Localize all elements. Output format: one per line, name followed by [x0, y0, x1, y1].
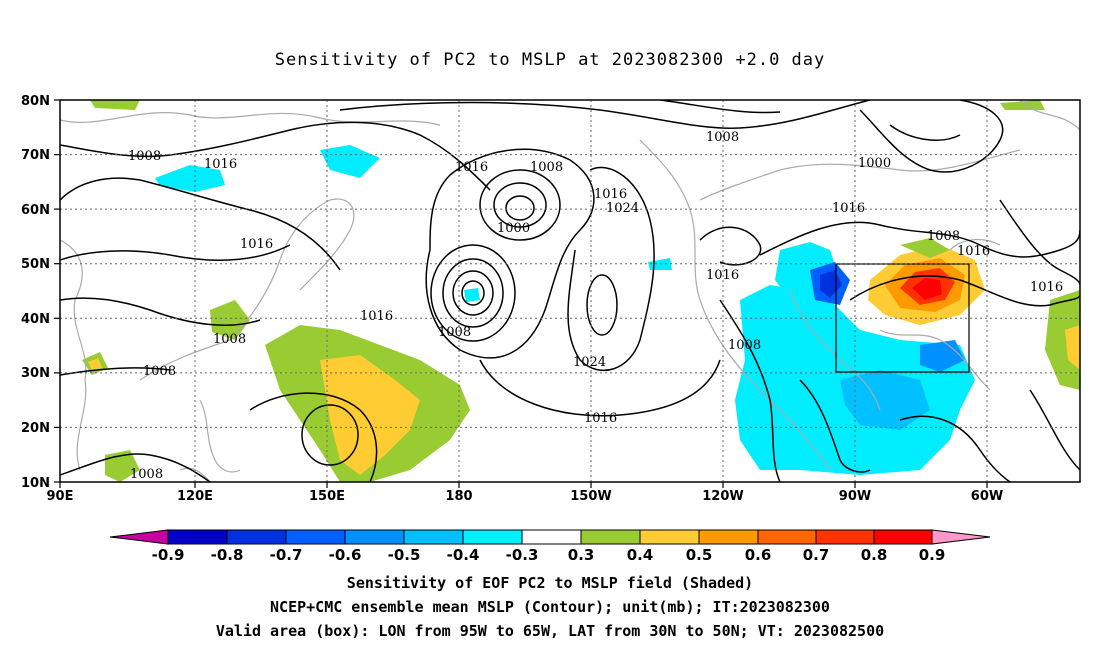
colorbar-tick-label: 0.9	[919, 546, 946, 564]
colorbar-swatch	[403, 529, 464, 545]
caption-line-3: Valid area (box): LON from 95W to 65W, L…	[215, 622, 885, 640]
lat-tick-label: 10N	[21, 476, 50, 491]
colorbar-tick-label: 0.3	[568, 546, 595, 564]
colorbar: -0.9 -0.8 -0.7 -0.6 -0.5 -0.4 -0.3 0.3 0…	[109, 529, 991, 564]
lon-tick-label: 150E	[309, 489, 345, 504]
lon-tick-label: 120W	[702, 489, 743, 504]
colorbar-low-arrow	[109, 529, 169, 545]
mslp-contours	[60, 100, 1080, 482]
contour-label: 1016	[240, 237, 273, 252]
colorbar-swatch	[815, 529, 875, 545]
contour-label: 1000	[497, 221, 530, 236]
colorbar-tick-label: -0.4	[447, 546, 480, 564]
negative-sensitivity-region	[155, 165, 225, 192]
contour-label: 1008	[128, 149, 161, 164]
contour-label: 1024	[606, 201, 639, 216]
negative-sensitivity-region	[320, 145, 380, 178]
lon-axis: 90E 120E 150E 180 150W 120W 90W 60W	[47, 482, 1003, 504]
contour-label: 1008	[927, 229, 960, 244]
contour-label: 1016	[360, 309, 393, 324]
colorbar-swatch	[285, 529, 346, 545]
lat-axis: 80N 70N 60N 50N 40N 30N 20N 10N	[21, 94, 60, 491]
contour-label: 1016	[706, 268, 739, 283]
contour-label: 1000	[858, 156, 891, 171]
lat-tick-label: 70N	[21, 148, 50, 163]
contour-labels: 1008 1016 1008 1016 1016 1008 1000 1016 …	[128, 130, 1063, 482]
lon-tick-label: 60W	[971, 489, 1003, 504]
lon-tick-label: 90E	[47, 489, 74, 504]
contour-label: 1024	[573, 355, 606, 370]
colorbar-swatch	[580, 529, 641, 545]
colorbar-tick-label: 0.8	[861, 546, 888, 564]
positive-sensitivity-region	[900, 238, 950, 258]
lat-tick-label: 30N	[21, 366, 50, 381]
positive-sensitivity-region	[88, 358, 102, 370]
colorbar-swatch	[226, 529, 287, 545]
colorbar-tick-label: 0.5	[686, 546, 713, 564]
lat-tick-label: 60N	[21, 203, 50, 218]
contour-label: 1016	[584, 411, 617, 426]
colorbar-swatch	[639, 529, 700, 545]
plot-area: 1008 1016 1008 1016 1016 1008 1000 1016 …	[60, 100, 1080, 482]
caption-line-2: NCEP+CMC ensemble mean MSLP (Contour); u…	[270, 598, 830, 616]
negative-sensitivity-region	[920, 340, 965, 372]
contour-label: 1016	[1030, 280, 1063, 295]
negative-sensitivity-region	[840, 370, 930, 430]
caption-line-1: Sensitivity of EOF PC2 to MSLP field (Sh…	[346, 574, 754, 592]
positive-sensitivity-region	[1045, 290, 1080, 390]
colorbar-tick-label: -0.6	[329, 546, 362, 564]
colorbar-swatch	[757, 529, 817, 545]
plot-frame	[59, 99, 1081, 483]
positive-sensitivity-region	[105, 450, 140, 482]
colorbar-tick-label: -0.8	[211, 546, 244, 564]
colorbar-tick-label: -0.3	[506, 546, 539, 564]
contour-label: 1016	[204, 157, 237, 172]
contour-label: 1016	[957, 244, 990, 259]
contour-label: 1008	[143, 364, 176, 379]
positive-sensitivity-region	[90, 100, 140, 110]
colorbar-tick-label: 0.6	[745, 546, 772, 564]
colorbar-swatch	[344, 529, 405, 545]
colorbar-swatch	[462, 529, 523, 545]
contour-label: 1008	[213, 332, 246, 347]
lon-tick-label: 180	[445, 489, 472, 504]
map-title: Sensitivity of PC2 to MSLP at 2023082300…	[274, 50, 826, 70]
positive-sensitivity-region	[320, 355, 420, 475]
negative-sensitivity-region	[464, 288, 480, 302]
colorbar-swatch	[167, 529, 228, 545]
colorbar-high-arrow	[931, 529, 991, 545]
coastlines	[60, 100, 1080, 482]
colorbar-tick-label: 0.7	[803, 546, 830, 564]
contour-label: 1016	[455, 160, 488, 175]
contour-label: 1008	[438, 325, 471, 340]
contour-label: 1008	[728, 338, 761, 353]
lat-tick-label: 80N	[21, 94, 50, 109]
lat-tick-label: 50N	[21, 257, 50, 272]
lon-tick-label: 120E	[177, 489, 213, 504]
contour-label: 1008	[530, 160, 563, 175]
lon-tick-label: 150W	[570, 489, 611, 504]
positive-sensitivity-region	[912, 278, 942, 300]
colorbar-tick-label: -0.7	[270, 546, 303, 564]
contour-label: 1008	[706, 130, 739, 145]
positive-sensitivity-region	[1065, 325, 1080, 370]
lat-tick-label: 20N	[21, 421, 50, 436]
lon-tick-label: 90W	[839, 489, 871, 504]
gridlines	[60, 100, 1080, 482]
contour-label: 1016	[594, 187, 627, 202]
positive-sensitivity-region	[1000, 100, 1045, 110]
colorbar-tick-label: 0.4	[627, 546, 654, 564]
colorbar-swatch	[873, 529, 933, 545]
lat-tick-label: 40N	[21, 312, 50, 327]
contour-label: 1008	[130, 467, 163, 482]
contour-label: 1016	[832, 201, 865, 216]
colorbar-swatch	[698, 529, 759, 545]
colorbar-swatch	[521, 529, 582, 545]
colorbar-tick-label: -0.9	[152, 546, 185, 564]
colorbar-tick-label: -0.5	[388, 546, 421, 564]
